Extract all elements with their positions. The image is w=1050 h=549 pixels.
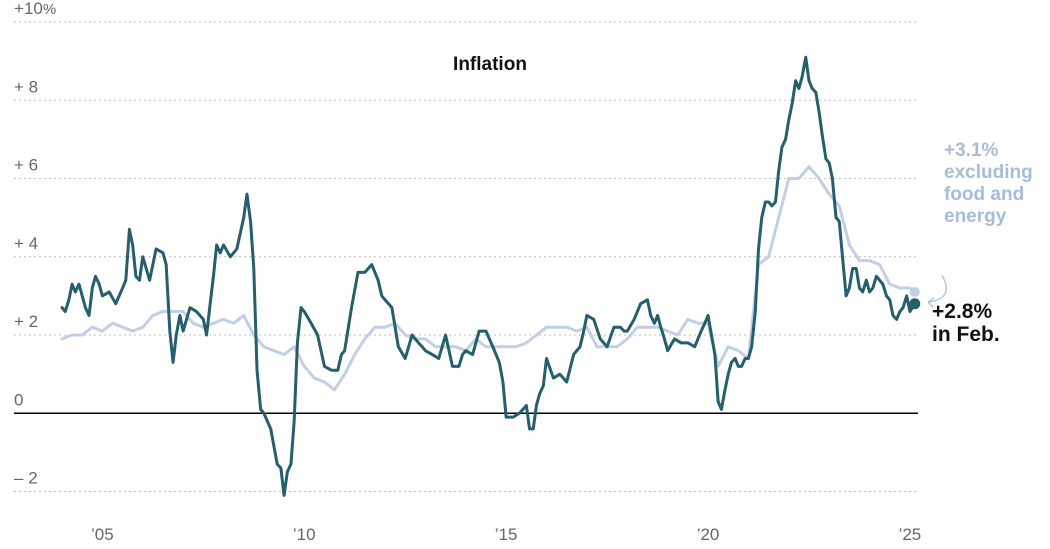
annotation-core-pointer — [928, 275, 946, 302]
inflation-line-chart: +10% + 8 + 6 + 4 + 2 0 – 2 ’05 ’10 ’15 ’20 ’25 Infla… — [0, 0, 1050, 549]
chart-svg: +10% + 8 + 6 + 4 + 2 0 – 2 ’05 ’10 ’15 ’20 ’25 Infla… — [0, 0, 1050, 549]
annotation-headline: +2.8%in Feb. — [932, 300, 1000, 346]
y-tick-label: – 2 — [14, 469, 38, 488]
end-marker-core — [910, 287, 920, 297]
x-tick-label: ’15 — [495, 525, 518, 544]
y-tick-label: + 4 — [14, 234, 38, 253]
x-tick-label: ’10 — [293, 525, 316, 544]
x-tick-label: ’25 — [899, 525, 922, 544]
y-tick-label: 0 — [14, 390, 23, 409]
end-marker-headline — [909, 298, 920, 309]
y-tick-label: + 8 — [14, 77, 38, 96]
chart-title: Inflation — [453, 54, 527, 75]
y-tick-label: + 2 — [14, 312, 38, 331]
y-tick-label: +10% — [14, 0, 56, 18]
y-tick-label: + 6 — [14, 156, 38, 175]
x-tick-label: ’20 — [697, 525, 720, 544]
series-core-cpi — [62, 167, 915, 390]
annotation-core: +3.1%excludingfood andenergy — [944, 140, 1033, 227]
x-tick-label: ’05 — [91, 525, 114, 544]
series-headline-cpi — [62, 57, 915, 495]
